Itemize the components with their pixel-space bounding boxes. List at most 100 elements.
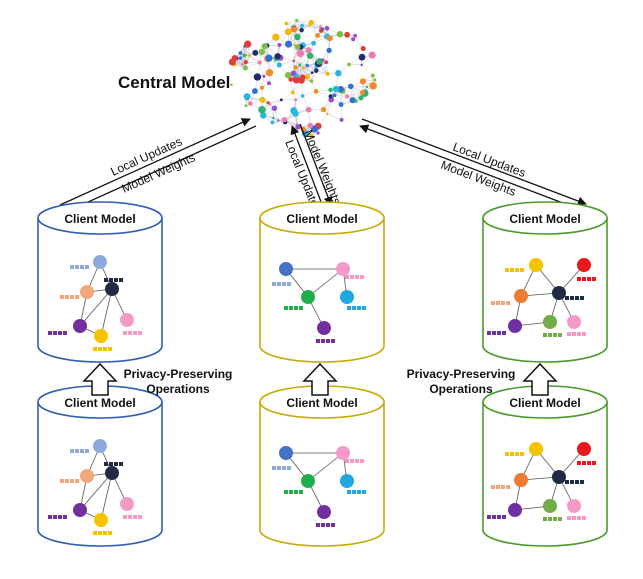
- brain-node: [305, 106, 312, 113]
- brain-node: [365, 85, 369, 89]
- feature-block: [65, 295, 69, 299]
- brain-node: [349, 97, 356, 104]
- brain-node: [284, 28, 292, 36]
- feature-block: [98, 531, 102, 535]
- feature-block: [331, 523, 335, 527]
- graph-node: [529, 258, 543, 272]
- feature-block: [558, 517, 562, 521]
- brain-node: [313, 89, 319, 94]
- feature-block: [487, 331, 491, 335]
- brain-link: [269, 104, 274, 119]
- feature-block: [497, 331, 501, 335]
- brain-node: [295, 18, 299, 22]
- brain-node: [314, 66, 318, 70]
- brain-node: [296, 49, 305, 58]
- feature-block: [360, 275, 364, 279]
- feature-block: [587, 461, 591, 465]
- brain-node: [360, 46, 366, 52]
- feature-block: [520, 268, 524, 272]
- graph-node: [120, 313, 134, 327]
- feature-block: [109, 278, 113, 282]
- feature-block: [70, 479, 74, 483]
- feature-block: [75, 479, 79, 483]
- feature-block: [487, 515, 491, 519]
- graph-node: [73, 319, 87, 333]
- feature-block: [80, 449, 84, 453]
- feature-block: [567, 332, 571, 336]
- brain-link: [303, 67, 313, 73]
- brain-node: [347, 62, 351, 67]
- brain-node: [277, 43, 282, 47]
- brain-link: [296, 20, 310, 26]
- cylinder-top: [37, 201, 163, 235]
- feature-block: [299, 306, 303, 310]
- graph-node: [552, 286, 566, 300]
- feature-block: [577, 277, 581, 281]
- brain-node: [281, 116, 288, 123]
- client-model-bottom-right: Client Model: [482, 385, 608, 547]
- hollow-up-arrow-right: [522, 362, 558, 396]
- brain-node: [252, 88, 258, 94]
- brain-link: [293, 45, 295, 61]
- feature-block: [133, 331, 137, 335]
- brain-node: [277, 119, 280, 122]
- graph-node: [508, 319, 522, 333]
- feature-block: [572, 332, 576, 336]
- feature-block: [133, 515, 137, 519]
- brain-node: [248, 101, 253, 106]
- brain-node: [290, 26, 298, 33]
- central-model-brain-network: [228, 18, 377, 139]
- feature-block: [355, 275, 359, 279]
- brain-link: [270, 99, 282, 105]
- feature-block: [58, 515, 62, 519]
- graph-node: [336, 262, 350, 276]
- brain-link: [303, 67, 317, 71]
- feature-block: [506, 301, 510, 305]
- local-updates-arrow-right: [359, 124, 585, 212]
- brain-node: [310, 71, 314, 74]
- client-model-title: Client Model: [64, 396, 135, 410]
- feature-block: [287, 466, 291, 470]
- brain-node: [294, 98, 298, 102]
- middle-exchange-arrows: Local Updates Model Weights: [282, 123, 344, 214]
- brain-node: [265, 69, 274, 77]
- graph-node: [317, 321, 331, 335]
- feature-block: [53, 331, 57, 335]
- brain-node: [305, 47, 312, 54]
- brain-link: [244, 46, 250, 56]
- brain-node: [307, 122, 314, 129]
- feature-block: [520, 452, 524, 456]
- brain-node: [307, 24, 311, 27]
- feature-block: [277, 282, 281, 286]
- brain-link: [316, 91, 331, 97]
- graph-node: [514, 473, 528, 487]
- feature-block: [352, 306, 356, 310]
- brain-node: [285, 40, 293, 48]
- graph-node: [340, 290, 354, 304]
- feature-block: [360, 459, 364, 463]
- cylinder-body: [37, 402, 163, 547]
- feature-block: [326, 523, 330, 527]
- brain-node: [309, 79, 314, 83]
- feature-block: [85, 449, 89, 453]
- feature-block: [501, 301, 505, 305]
- brain-link: [259, 62, 265, 77]
- graph-edge: [307, 452, 344, 482]
- feature-block: [496, 485, 500, 489]
- brain-node: [326, 47, 332, 53]
- brain-link: [366, 75, 374, 87]
- feature-block: [592, 277, 596, 281]
- client-model-bottom-left: Client Model: [37, 385, 163, 547]
- brain-node: [238, 56, 243, 60]
- feature-block: [316, 339, 320, 343]
- feature-block: [491, 301, 495, 305]
- brain-node: [328, 94, 333, 99]
- feature-block: [75, 295, 79, 299]
- cylinder-body: [259, 218, 385, 363]
- brain-node: [348, 83, 354, 90]
- graph-edge: [79, 288, 113, 327]
- graph-node: [120, 497, 134, 511]
- feature-block: [577, 461, 581, 465]
- graph-node: [543, 499, 557, 513]
